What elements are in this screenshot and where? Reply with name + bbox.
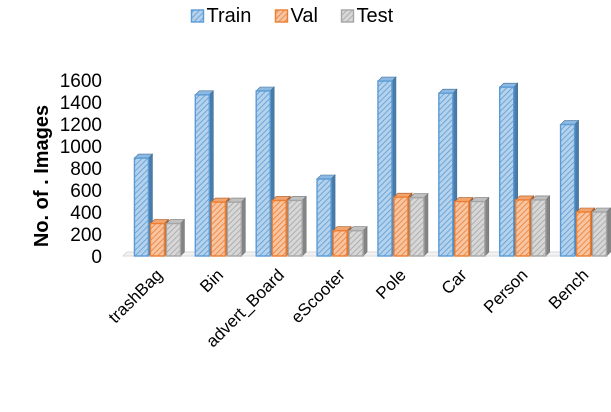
bar-test-bench (591, 207, 611, 257)
bar-front-face (498, 86, 515, 257)
legend-item-val: Val (274, 5, 318, 27)
bar-front-face (409, 196, 425, 257)
x-tick-label-trashbag: trashBag (105, 265, 167, 327)
y-tick-label: 1000 (60, 137, 102, 158)
x-tick-label-person: Person (480, 265, 532, 317)
bar-front-face (454, 200, 470, 257)
bar-train-car (438, 88, 458, 257)
x-tick-label-escooter: eScooter (287, 265, 349, 327)
bar-val-advert-board (271, 195, 291, 257)
bar-val-bench (575, 207, 596, 257)
bar-front-face (591, 211, 608, 257)
bar-train-person (498, 82, 519, 257)
bar-front-face (470, 200, 486, 257)
bar-front-face (255, 90, 271, 257)
bar-val-car (454, 196, 474, 257)
x-tick-label-car: Car (438, 265, 471, 298)
bar-test-trashbag (165, 218, 186, 257)
bar-train-pole (377, 76, 397, 257)
y-axis-label: No. of . Images (31, 105, 53, 247)
bar-front-face (226, 201, 243, 257)
bar-front-face (514, 199, 531, 257)
y-tick-label: 1600 (60, 71, 102, 92)
bar-front-face (575, 211, 592, 257)
bar-front-face (316, 178, 332, 257)
bar-front-face (332, 229, 348, 257)
legend-swatch (190, 9, 205, 23)
bar-test-car (470, 196, 490, 257)
y-tick-label: 200 (70, 225, 102, 246)
bar-front-face (165, 222, 182, 257)
bar-front-face (393, 196, 409, 257)
y-tick-label: 1200 (60, 115, 102, 136)
y-tick-label: 400 (70, 203, 102, 224)
x-tick-label-bench: Bench (545, 265, 593, 313)
bar-front-face (271, 199, 287, 257)
y-tick-label: 0 (91, 247, 102, 268)
legend-swatch (274, 9, 289, 23)
bar-front-face (149, 222, 166, 257)
bar-val-pole (393, 192, 413, 257)
bar-val-person (514, 195, 535, 257)
bar-front-face (377, 80, 393, 257)
bar-front-face (133, 157, 150, 257)
x-tick-label-pole: Pole (372, 265, 409, 302)
bar-val-escooter (332, 225, 352, 257)
bar-front-face (348, 229, 364, 257)
legend-item-test: Test (340, 5, 394, 27)
legend-item-train: Train (190, 5, 252, 27)
bar-front-face (287, 199, 303, 257)
legend-label: Val (291, 5, 318, 27)
bars (133, 76, 611, 257)
y-tick-label: 600 (70, 181, 102, 202)
legend-label: Test (357, 5, 394, 27)
bar-train-advert-board (255, 86, 275, 257)
bar-front-face (530, 199, 547, 257)
x-tick-label-bin: Bin (196, 265, 227, 296)
bar-val-bin (210, 197, 231, 257)
bar-front-face (438, 92, 454, 257)
legend-label: Train (207, 5, 252, 27)
bar-test-bin (226, 197, 247, 257)
bar-test-pole (409, 192, 429, 257)
bar-test-advert-board (287, 195, 307, 257)
bar-test-escooter (348, 225, 368, 257)
bar-test-person (530, 195, 551, 257)
bar-front-face (194, 94, 211, 257)
bar-train-escooter (316, 174, 336, 257)
legend: Train Val Test (190, 5, 394, 27)
y-tick-label: 1400 (60, 93, 102, 114)
y-tick-label: 800 (70, 159, 102, 180)
bar-train-bench (559, 119, 580, 257)
bar-front-face (210, 201, 227, 257)
bar-front-face (559, 123, 576, 257)
legend-swatch (340, 9, 355, 23)
